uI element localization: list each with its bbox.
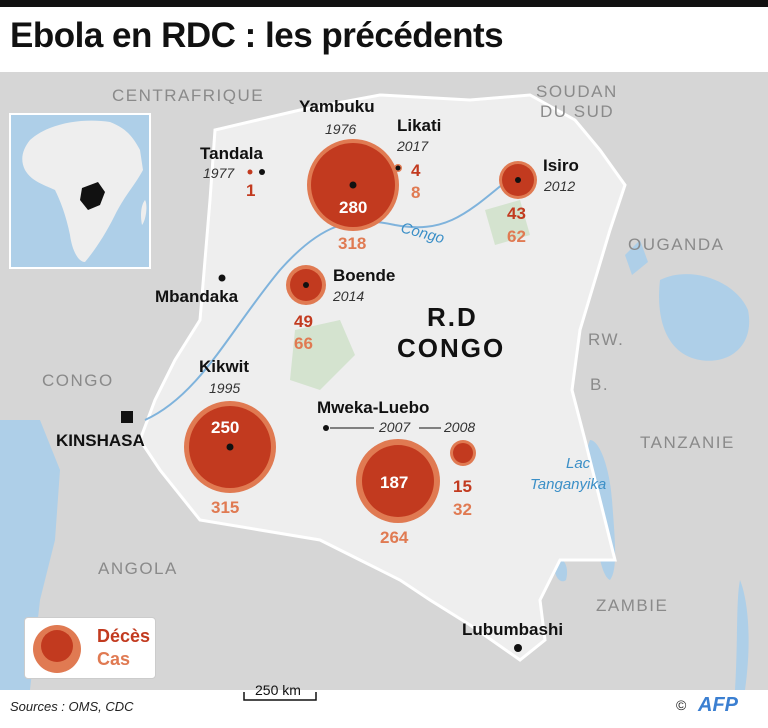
label-congo: CONGO — [42, 371, 114, 390]
cases-isiro: 62 — [507, 227, 526, 246]
congo-river — [144, 169, 521, 421]
legend-deaths-circle — [41, 630, 73, 662]
legend-circles — [33, 625, 81, 673]
yambuku-marker — [349, 181, 357, 189]
label-mweka-luebo: Mweka-Luebo — [317, 398, 429, 417]
legend: Décès Cas — [24, 617, 156, 679]
year-kikwit: 1995 — [209, 380, 240, 396]
label-centrafrique: CENTRAFRIQUE — [112, 86, 264, 105]
mbandaka-marker — [218, 274, 226, 282]
label-kinshasa: KINSHASA — [56, 431, 145, 450]
deaths-mweka-2008: 15 — [453, 477, 472, 496]
year-mweka-a: 2007 — [378, 419, 411, 435]
label-boende: Boende — [333, 266, 395, 285]
year-boende: 2014 — [332, 288, 364, 304]
scale-label: 250 km — [255, 682, 301, 698]
cases-boende: 66 — [294, 334, 313, 353]
inset-drc-highlight — [80, 182, 105, 210]
cases-likati: 8 — [411, 183, 420, 202]
scale-bar — [243, 692, 317, 701]
cases-yambuku: 318 — [338, 234, 366, 253]
cases-kikwit: 315 — [211, 498, 239, 517]
cases-mweka-2008: 32 — [453, 500, 472, 519]
label-lake-line1: Lac — [566, 455, 591, 472]
label-burundi: B. — [590, 375, 609, 394]
label-soudan-line2: DU SUD — [540, 102, 614, 121]
lubumbashi-marker — [514, 644, 522, 652]
kinshasa-marker — [121, 411, 133, 423]
mweka-marker — [323, 425, 329, 431]
label-mbandaka: Mbandaka — [155, 287, 239, 306]
label-tandala: Tandala — [200, 144, 264, 163]
label-likati: Likati — [397, 116, 441, 135]
label-rdc-line1: R.D — [427, 302, 478, 332]
afp-logo: AFP — [698, 694, 738, 716]
label-lake-line2: Tanganyika — [530, 476, 606, 493]
top-bar — [0, 0, 768, 7]
label-tanzanie: TANZANIE — [640, 433, 735, 452]
label-lubumbashi: Lubumbashi — [462, 620, 563, 639]
lake-malawi — [735, 580, 749, 690]
label-zambie: ZAMBIE — [596, 596, 668, 615]
lake-victoria — [659, 274, 750, 361]
lake-albert — [625, 240, 648, 275]
boende-marker — [303, 282, 309, 288]
deaths-mweka-2007: 187 — [380, 473, 408, 492]
tandala-deaths-circle — [247, 169, 253, 175]
mweka-2007-deaths-circle — [362, 445, 434, 517]
copyright-symbol: © — [676, 697, 687, 713]
label-isiro: Isiro — [543, 156, 579, 175]
label-kikwit: Kikwit — [199, 357, 249, 376]
label-rdc-line2: CONGO — [397, 333, 505, 363]
year-tandala: 1977 — [203, 165, 235, 181]
year-likati: 2017 — [396, 138, 429, 154]
kikwit-marker — [226, 443, 234, 451]
deaths-likati: 4 — [411, 161, 421, 180]
tandala-marker — [259, 169, 265, 175]
isiro-marker — [515, 177, 521, 183]
label-yambuku: Yambuku — [299, 97, 375, 116]
deaths-kikwit: 250 — [211, 418, 239, 437]
deaths-tandala: 1 — [246, 181, 255, 200]
atlantic-ocean — [0, 420, 60, 690]
national-park-area-2 — [485, 200, 530, 245]
legend-cases-label: Cas — [97, 649, 131, 669]
likati-marker — [395, 165, 401, 171]
deaths-yambuku: 280 — [339, 198, 367, 217]
cases-mweka-2007: 264 — [380, 528, 409, 547]
sources: Sources : OMS, CDC — [10, 699, 134, 714]
mweka-2008-deaths-circle — [453, 443, 473, 463]
legend-deaths-label: Décès — [97, 626, 151, 646]
page-title: Ebola en RDC : les précédents — [10, 16, 504, 55]
label-soudan-line1: SOUDAN — [536, 82, 618, 101]
inset-madagascar — [141, 200, 147, 225]
national-park-area — [290, 320, 355, 390]
deaths-boende: 49 — [294, 312, 313, 331]
label-ouganda: OUGANDA — [628, 235, 724, 254]
year-yambuku: 1976 — [325, 121, 356, 137]
deaths-isiro: 43 — [507, 204, 526, 223]
year-mweka-b: 2008 — [443, 419, 475, 435]
year-isiro: 2012 — [543, 178, 575, 194]
label-angola: ANGOLA — [98, 559, 178, 578]
label-rwanda: RW. — [588, 330, 624, 349]
